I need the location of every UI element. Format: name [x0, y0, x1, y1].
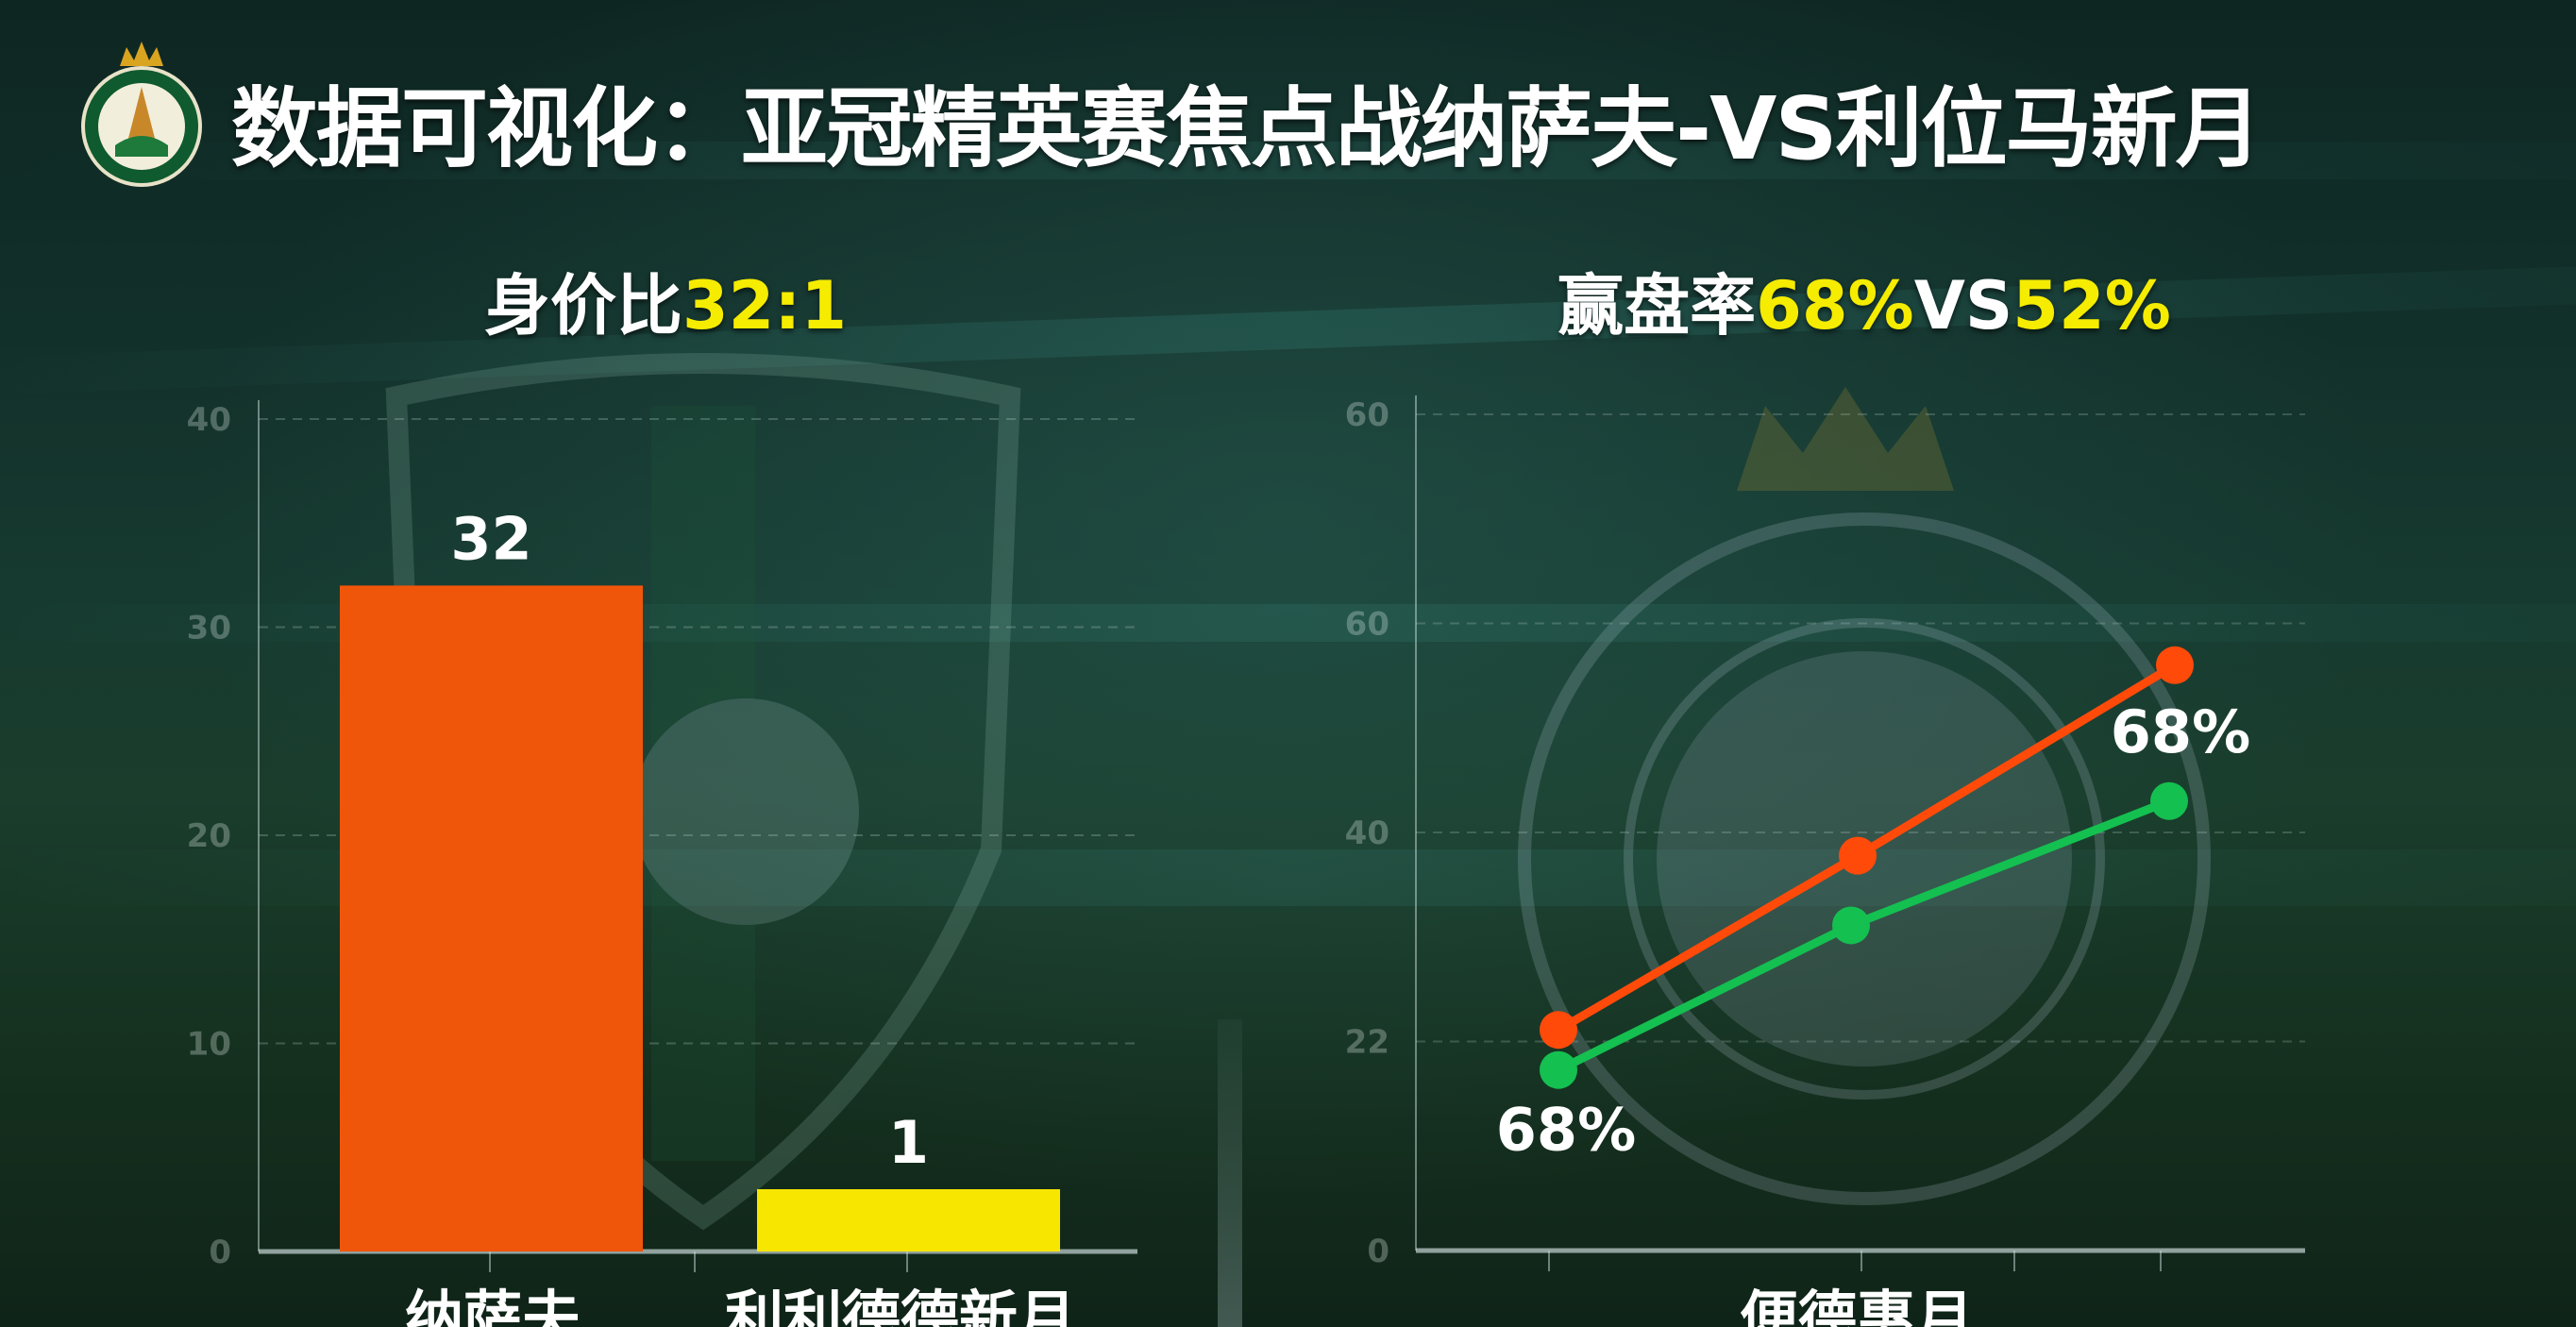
series-point: [1540, 1011, 1577, 1050]
series-point: [1839, 836, 1877, 875]
page-title: 数据可视化：亚冠精英赛焦点战纳萨夫-VS利位马新月: [231, 78, 2263, 179]
round-crest-watermark: [1518, 387, 2211, 1205]
line-title-prefix: 赢盘率: [1557, 267, 1757, 344]
line-title-vs: VS: [1913, 267, 2013, 344]
series-point: [1540, 1050, 1577, 1089]
bar-chart: 0 10 20 30 40 32 纳萨夫 1 利利德德新月: [187, 400, 1137, 1327]
y-tick-label: 30: [187, 610, 231, 647]
y-tick-label: 0: [209, 1234, 231, 1271]
series-point: [2156, 646, 2194, 684]
y-tick-label: 22: [1345, 1024, 1389, 1062]
bar-title-prefix: 身价比: [483, 267, 682, 344]
bar-chart-title: 身价比32:1: [484, 253, 847, 348]
stadium-light-band: [0, 142, 2576, 179]
y-tick-label: 60: [1345, 606, 1389, 644]
bar-value-label: 1: [888, 1108, 929, 1177]
point-data-label: 68%: [2111, 697, 2250, 766]
y-tick-label: 20: [187, 817, 231, 855]
series-point: [1832, 906, 1870, 945]
y-tick-label: 40: [187, 401, 231, 439]
line-title-value-1: 68%: [1756, 267, 1914, 344]
bar-2: [757, 1189, 1060, 1251]
x-category-label: 纳萨夫: [405, 1284, 581, 1327]
line-chart-title: 赢盘率68%VS52%: [1557, 253, 2171, 348]
x-category-label: 便德惠月: [1740, 1284, 1974, 1327]
y-tick-label: 40: [1345, 815, 1389, 852]
y-tick-label: 60: [1345, 396, 1389, 434]
point-data-label: 68%: [1496, 1096, 1636, 1165]
y-tick-label: 0: [1367, 1233, 1389, 1270]
series-point: [2150, 781, 2188, 820]
line-chart: 0 22 40 60 60 68% 68% 便德惠月: [1345, 395, 2305, 1327]
y-tick-label: 10: [187, 1026, 231, 1064]
x-category-label: 利利德德新月: [725, 1284, 1076, 1327]
club-logo-icon: [81, 42, 202, 187]
bar-value-label: 32: [450, 504, 531, 573]
pitch-center-line: [1218, 1019, 1242, 1327]
line-title-value-2: 52%: [2012, 267, 2171, 344]
bar-title-ratio: 32:1: [682, 267, 848, 344]
bar-1: [340, 585, 643, 1251]
